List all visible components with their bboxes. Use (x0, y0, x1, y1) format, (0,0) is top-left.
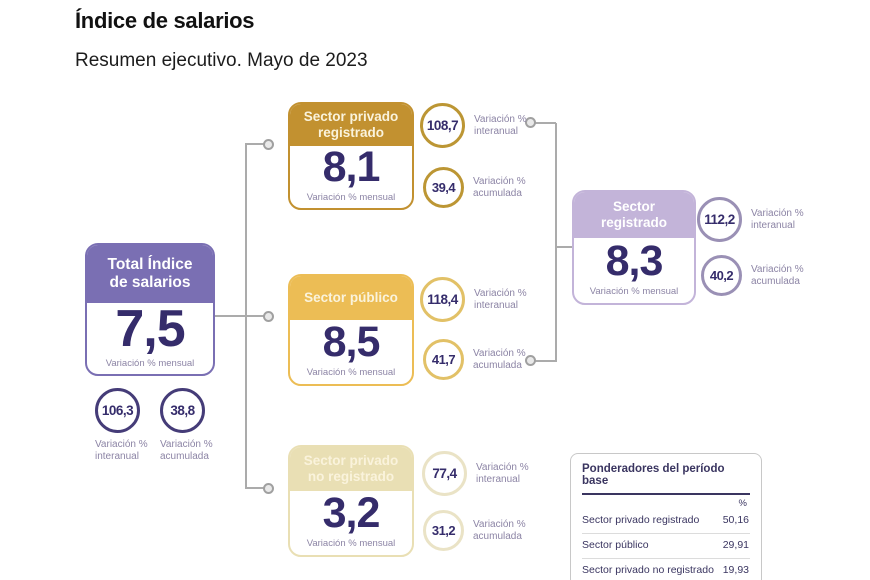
stat-circle: 40,2 (701, 255, 742, 296)
stat-circle: 39,4 (423, 167, 464, 208)
connector-line (555, 246, 573, 248)
stat-label: Variación % interanual (95, 439, 148, 462)
card-private-unregistered-body: 3,2 Variación % mensual (290, 491, 412, 555)
stat-public-interannual: 118,4 Variación % interanual (420, 277, 536, 322)
stat-circle: 118,4 (420, 277, 465, 322)
stat-label: Variación % interanual (474, 287, 527, 311)
connector-dot-icon (263, 483, 274, 494)
card-registered-sector: Sector registrado 8,3 Variación % mensua… (572, 190, 696, 305)
card-total-value: 7,5 (115, 300, 185, 358)
page-subtitle: Resumen ejecutivo. Mayo de 2023 (75, 50, 368, 71)
stat-private-unregistered-interannual: 77,4 Variación % interanual (422, 451, 538, 496)
stat-label: Variación % interanual (474, 113, 527, 137)
card-private-registered-monthly-label: Variación % mensual (306, 192, 396, 203)
table-row-value: 29,91 (722, 539, 749, 551)
table-row: Sector privado registrado 50,16 (582, 509, 750, 533)
stat-total-accumulated: 38,8 Variación % acumulada (160, 388, 220, 463)
card-private-unregistered-value: 3,2 (322, 489, 381, 537)
weights-table-title: Ponderadores del período base (582, 463, 750, 495)
card-registered-sector-monthly-label: Variación % mensual (589, 285, 679, 297)
table-row: Sector privado no registrado 19,93 (582, 558, 750, 580)
stat-circle: 38,8 (160, 388, 205, 433)
connector-line (245, 315, 265, 317)
card-public-sector-title: Sector público (290, 276, 412, 320)
card-public-sector-body: 8,5 Variación % mensual (290, 320, 412, 384)
page-title: Índice de salarios (75, 8, 255, 33)
connector-dot-icon (263, 311, 274, 322)
card-private-unregistered-title: Sector privado no registrado (290, 447, 412, 491)
card-total-body: 7,5 Variación % mensual (87, 303, 213, 374)
connector-dot-icon (263, 139, 274, 150)
card-total-monthly-label: Variación % mensual (105, 358, 195, 369)
stat-registered-interannual: 112,2 Variación % interanual (697, 197, 813, 242)
weights-table: Ponderadores del período base % Sector p… (570, 453, 762, 580)
table-row: Sector público 29,91 (582, 533, 750, 558)
card-public-sector: Sector público 8,5 Variación % mensual (288, 274, 414, 386)
stat-circle: 106,3 (95, 388, 140, 433)
stat-total-interannual: 106,3 Variación % interanual (95, 388, 155, 463)
connector-line (245, 487, 265, 489)
table-row-value: 50,16 (722, 514, 749, 526)
card-private-registered: Sector privado registrado 8,1 Variación … (288, 102, 414, 210)
stat-label: Variación % acumulada (473, 518, 526, 542)
stat-private-unregistered-accumulated: 31,2 Variación % acumulada (423, 510, 535, 551)
stat-public-accumulated: 41,7 Variación % acumulada (423, 339, 535, 380)
stat-circle: 77,4 (422, 451, 467, 496)
card-private-unregistered: Sector privado no registrado 3,2 Variaci… (288, 445, 414, 557)
card-registered-sector-title: Sector registrado (574, 192, 694, 238)
stat-circle: 112,2 (697, 197, 742, 242)
weights-table-column-header: % (738, 498, 747, 509)
card-registered-sector-body: 8,3 Variación % mensual (574, 238, 694, 303)
connector-line (214, 315, 245, 317)
connector-line (535, 122, 556, 124)
card-private-registered-value: 8,1 (322, 143, 381, 191)
stat-label: Variación % interanual (476, 461, 529, 485)
card-public-sector-monthly-label: Variación % mensual (306, 367, 396, 378)
stat-circle: 41,7 (423, 339, 464, 380)
stat-private-registered-interannual: 108,7 Variación % interanual (420, 103, 536, 148)
card-public-sector-value: 8,5 (322, 318, 381, 366)
stat-label: Variación % acumulada (473, 347, 526, 371)
table-row-value: 19,93 (722, 564, 749, 576)
table-row-label: Sector público (582, 539, 649, 551)
connector-dot-icon (525, 355, 536, 366)
card-total-title: Total Índice de salarios (87, 245, 213, 303)
stat-label: Variación % acumulada (473, 175, 526, 199)
stat-label: Variación % acumulada (751, 263, 804, 287)
table-row-label: Sector privado no registrado (582, 564, 714, 576)
card-private-registered-title: Sector privado registrado (290, 104, 412, 146)
connector-line (535, 360, 556, 362)
stat-private-registered-accumulated: 39,4 Variación % acumulada (423, 167, 535, 208)
card-total-index: Total Índice de salarios 7,5 Variación %… (85, 243, 215, 376)
card-registered-sector-value: 8,3 (605, 236, 664, 285)
connector-line (245, 143, 265, 145)
stat-label: Variación % acumulada (160, 439, 213, 462)
stat-circle: 108,7 (420, 103, 465, 148)
card-private-registered-body: 8,1 Variación % mensual (290, 146, 412, 208)
connector-line (555, 123, 557, 362)
card-private-unregistered-monthly-label: Variación % mensual (306, 538, 396, 549)
connector-dot-icon (525, 117, 536, 128)
stat-label: Variación % interanual (751, 207, 804, 231)
table-row-label: Sector privado registrado (582, 514, 700, 526)
stat-registered-accumulated: 40,2 Variación % acumulada (701, 255, 813, 296)
stat-circle: 31,2 (423, 510, 464, 551)
